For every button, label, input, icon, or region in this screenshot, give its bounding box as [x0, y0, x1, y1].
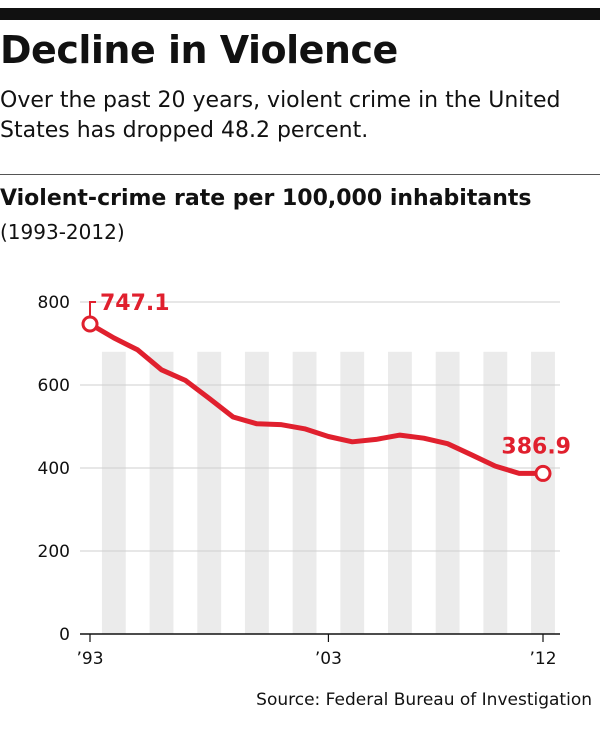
section-divider [0, 174, 600, 175]
page-title: Decline in Violence [0, 28, 398, 72]
year-band [435, 351, 460, 634]
year-band [531, 351, 555, 634]
data-point-marker [81, 315, 99, 333]
x-tick-label: ’03 [315, 649, 342, 669]
series-line [87, 321, 546, 476]
y-tick-label: 200 [38, 542, 70, 562]
year-band [340, 351, 365, 634]
chart-year-range: (1993-2012) [0, 220, 125, 244]
data-label-start: 747.1 [100, 291, 170, 316]
annotation-leader [89, 300, 96, 316]
year-band [388, 351, 412, 634]
y-tick-label: 600 [38, 376, 70, 396]
x-tick-label: ’12 [529, 649, 556, 669]
page-subtitle: Over the past 20 years, violent crime in… [0, 88, 561, 143]
source-note: Source: Federal Bureau of Investigation [256, 690, 592, 710]
year-band [483, 351, 508, 634]
y-tick-label: 0 [59, 625, 70, 645]
x-tick-label: ’93 [76, 649, 103, 669]
data-label-end: 386.9 [501, 434, 571, 459]
year-band [197, 351, 222, 634]
year-band [244, 351, 269, 634]
line-chart: 0 200 400 600 800 ’93 ’03 ’12 747.1 386.9 [38, 291, 571, 669]
y-tick-label: 400 [38, 459, 70, 479]
data-point-marker [534, 464, 552, 482]
y-tick-label: 800 [38, 293, 70, 313]
top-rule [0, 8, 600, 20]
year-band [101, 351, 126, 634]
chart-title: Violent-crime rate per 100,000 inhabitan… [0, 186, 532, 211]
year-band [149, 351, 174, 634]
year-band [292, 351, 317, 634]
